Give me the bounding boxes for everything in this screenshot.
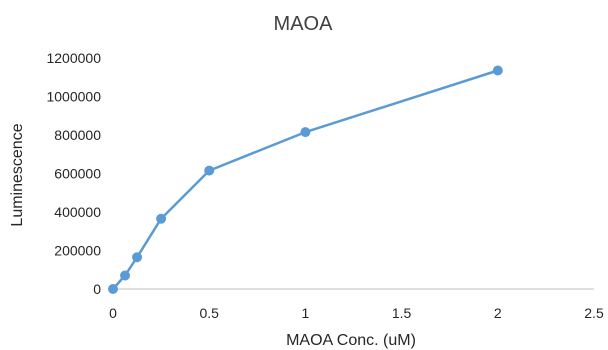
y-tick-label: 1000000 <box>46 89 101 105</box>
data-point <box>300 127 311 138</box>
x-tick-label: 2 <box>494 305 502 321</box>
data-point <box>156 213 167 224</box>
y-tick-label: 600000 <box>54 166 101 182</box>
y-axis-ticks: 0 200000 400000 600000 800000 1000000 1200000 <box>46 50 101 297</box>
series-line <box>112 69 499 290</box>
data-point <box>108 284 118 294</box>
y-tick-label: 800000 <box>54 127 101 143</box>
data-point <box>132 252 143 263</box>
chart-title: MAOA <box>274 13 334 35</box>
data-point <box>492 65 503 76</box>
x-tick-label: 2.5 <box>584 305 604 321</box>
y-tick-label: 1200000 <box>46 50 101 66</box>
y-tick-label: 0 <box>93 281 101 297</box>
y-tick-label: 400000 <box>54 204 101 220</box>
series-group <box>108 65 503 294</box>
x-tick-label: 1.5 <box>392 305 412 321</box>
data-point <box>120 270 131 281</box>
data-point <box>204 165 215 176</box>
x-tick-label: 1 <box>302 305 310 321</box>
y-tick-label: 200000 <box>54 243 101 259</box>
x-axis-label: MAOA Conc. (uM) <box>286 332 416 349</box>
x-tick-label: 0 <box>109 305 117 321</box>
x-tick-label: 0.5 <box>199 305 219 321</box>
y-axis-label: Luminescence <box>9 123 26 226</box>
x-axis-ticks: 0 0.5 1 1.5 2 2.5 <box>109 305 604 321</box>
